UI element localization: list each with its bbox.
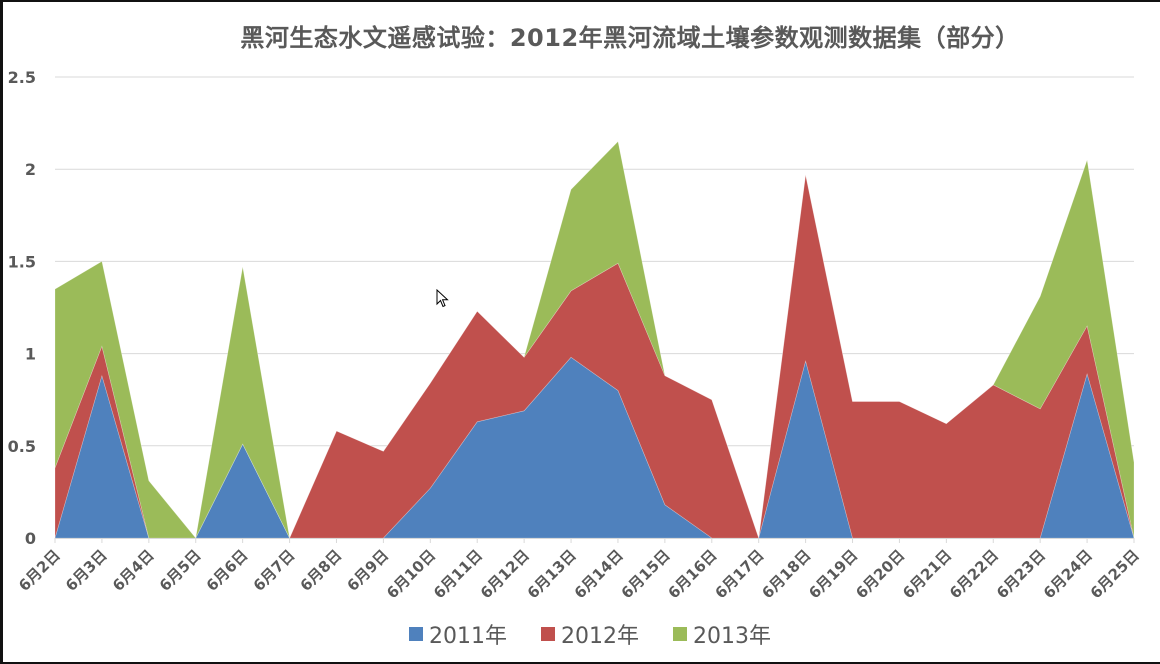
y-tick-label: 0.5 [8, 437, 36, 456]
legend-swatch-2013 [673, 627, 687, 641]
legend-label-2013: 2013年 [693, 624, 771, 649]
x-tick-label: 6月13日 [524, 546, 580, 602]
x-tick-label: 6月15日 [618, 546, 674, 602]
x-tick-label: 6月7日 [250, 546, 299, 595]
x-tick-label: 6月22日 [946, 546, 1002, 602]
legend-swatch-2012 [541, 627, 555, 641]
x-tick-label: 6月4日 [109, 546, 158, 595]
x-tick-label: 6月8日 [297, 546, 346, 595]
legend: 2011年 2012年 2013年 [0, 618, 1160, 650]
x-tick-label: 6月25日 [1087, 546, 1143, 602]
x-tick-label: 6月2日 [15, 546, 64, 595]
legend-swatch-2011 [409, 627, 423, 641]
legend-item-2012: 2012年 [541, 618, 639, 650]
x-tick-label: 6月19日 [805, 546, 861, 602]
x-tick-label: 6月16日 [665, 546, 721, 602]
x-tick-label: 6月6日 [203, 546, 252, 595]
x-tick-label: 6月10日 [383, 546, 439, 602]
x-tick-label: 6月14日 [571, 546, 627, 602]
x-tick-label: 6月20日 [852, 546, 908, 602]
mouse-cursor-icon [436, 289, 449, 308]
x-tick-label: 6月21日 [899, 546, 955, 602]
x-tick-label: 6月17日 [711, 546, 767, 602]
y-tick-label: 1.5 [8, 252, 36, 271]
x-tick-label: 6月11日 [430, 546, 486, 602]
y-tick-label: 2.5 [8, 68, 36, 87]
legend-label-2011: 2011年 [429, 624, 507, 649]
x-tick-label: 6月12日 [477, 546, 533, 602]
x-tick-label: 6月18日 [758, 546, 814, 602]
chart-title: 黑河生态水文遥感试验：2012年黑河流域土壤参数观测数据集（部分） [240, 24, 1020, 52]
legend-item-2013: 2013年 [673, 618, 771, 650]
x-tick-label: 6月24日 [1040, 546, 1096, 602]
y-tick-label: 0 [25, 529, 36, 548]
legend-label-2012: 2012年 [561, 624, 639, 649]
x-tick-label: 6月23日 [993, 546, 1049, 602]
legend-item-2011: 2011年 [409, 618, 507, 650]
y-tick-label: 2 [25, 160, 36, 179]
x-tick-label: 6月5日 [156, 546, 205, 595]
y-tick-label: 1 [25, 345, 36, 364]
x-tick-label: 6月3日 [62, 546, 111, 595]
